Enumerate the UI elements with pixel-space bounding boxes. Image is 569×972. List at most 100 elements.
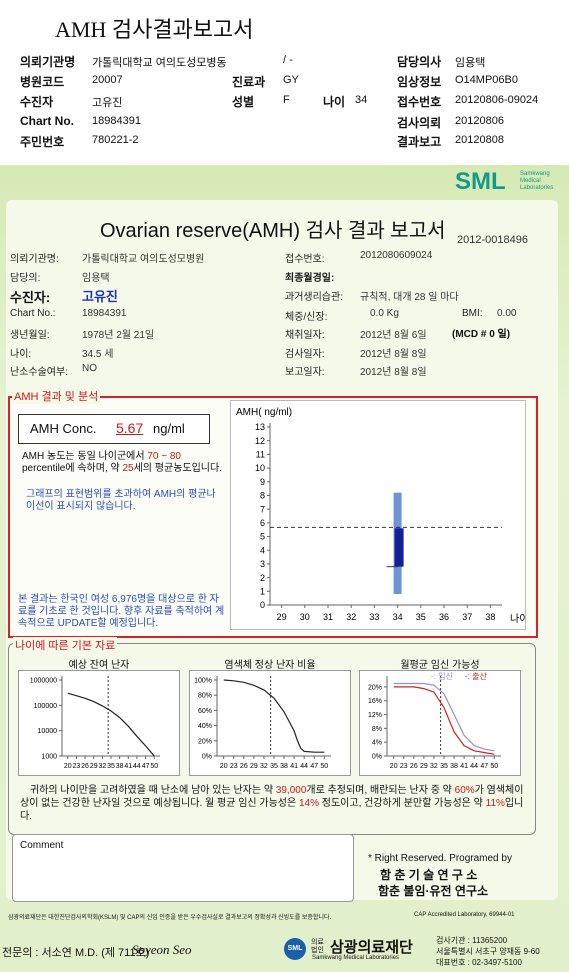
text: 11% [485,798,505,809]
y-tick-label: 20% [368,684,382,691]
info-label: 접수번호: [285,254,325,265]
info-value: 임용택 [82,273,110,284]
field-label: 병원코드 [20,75,65,89]
y-tick-label: 60% [198,708,212,715]
info-label: 과거생리습관: [285,292,343,303]
x-tick-label: 41 [124,763,132,770]
y-tick-label: 4% [372,740,382,747]
credit: * Right Reserved. Programed by [368,853,512,864]
y-tick-label: 9 [260,477,265,487]
x-tick-label: 23 [230,763,238,770]
x-tick-label: 32 [430,763,438,770]
series-line [67,692,155,757]
x-tick-label: 38 [485,612,495,622]
text: 가 염색체이상이 없는 건강한 난자일 것으로 예상됩니다. 월 평균 임신 가… [20,785,524,809]
x-tick-label: 38 [450,763,458,770]
contact: 검사기관 : 11365200 서울특별시 서초구 양재동 9-60 대표번호 : … [436,935,540,968]
x-tick-label: 29 [90,763,98,770]
x-tick-label: 29 [420,763,428,770]
cap: CAP Accredited Laboratory, 69944-01 [414,912,515,918]
y-axis-label: AMH( ng/ml) [236,407,292,418]
info-label: 검사일자: [285,349,325,360]
y-tick-label: 0% [202,753,212,760]
line-chart: 0% 20% 40% 60% 80% 100% 20 23 26 29 32 35 38 41 44 47 50 [189,670,351,776]
field-label: 결과보고 [397,135,442,149]
text: 39,000 [275,785,307,796]
contact-line: 서울특별시 서초구 양재동 9-60 [436,947,540,956]
x-tick-label: 36 [439,612,449,622]
x-tick-label: 32 [260,763,268,770]
x-tick-label: 32 [98,763,106,770]
x-tick-label: 50 [490,763,498,770]
x-tick-label: 30 [300,612,310,622]
x-tick-label: 41 [460,763,468,770]
certification: 삼광의료재단은 대한진단검사의학회(KSLM) 및 CAP의 신임 인증을 받은… [8,915,332,921]
info-value: 규칙적, 대개 28 일 마다 [360,292,459,303]
info-value: NO [82,363,97,374]
text: 입니다. [20,798,524,822]
y-tick-label: 100% [194,677,212,684]
x-tick-label: 23 [400,763,408,770]
chart-frame [359,670,521,776]
x-tick-label: 44 [300,763,308,770]
analysis-note: 그래프의 표현범위를 초과하여 AMH의 평균나이선이 표시되지 않습니다. [26,489,216,512]
x-tick-label: 26 [410,763,418,770]
y-tick-label: 5 [260,532,265,542]
info-label: Chart No.: [10,308,56,319]
field-label: 수진자 [20,95,54,109]
field-value: 780221-2 [92,134,139,146]
field-label: 의뢰기관명 [20,55,76,69]
line-chart: 1000 10000 100000 1000000 20 23 26 29 32 35 38 41 44… [18,670,180,776]
y-tick-label: 100000 [34,703,57,710]
info-value: 18984391 [82,308,127,319]
credit: 함 춘 기 술 연 구 소 [380,868,478,882]
text: 25 [122,463,134,474]
field-label: 검사의뢰 [397,116,442,130]
logo-text: Samkwang Medical Laboratories [520,171,553,192]
x-tick-label: 47 [480,763,488,770]
info-value: 2012080609024 [360,250,433,261]
x-tick-label: 29 [250,763,258,770]
x-axis-label: 나이 [510,613,526,625]
legend-entry: -: 임신 [431,672,453,681]
chart-title: 염색체 정상 난자 비율 [224,660,316,671]
field-value: / - [283,54,293,66]
field-value: 20120808 [455,134,504,146]
field-label: 임상정보 [397,75,442,89]
comment-box [12,834,354,902]
contact-line: 검사기관 : 11365200 [436,936,508,945]
field-value: O14MP06B0 [455,74,518,86]
field-value: 20120806 [455,115,504,127]
info-value: 2012년 8월 8일 [360,367,427,378]
report-title: Ovarian reserve(AMH) 검사 결과 보고서 [100,220,446,242]
y-tick-label: 8% [372,726,382,733]
x-tick-label: 38 [280,763,288,770]
info-value: 34.5 세 [82,349,114,360]
y-tick-label: 0% [372,753,382,760]
y-tick-label: 7 [260,504,265,514]
x-tick-label: 47 [142,763,150,770]
series-line [223,679,325,753]
text: 개로 추정되며, 배란되는 난자 중 약 [306,785,455,796]
foundation-english: Samkwang Medical Laboratories [312,955,400,961]
field-label: 주민번호 [20,135,65,149]
y-tick-label: 11 [256,450,265,460]
conc-box [18,414,210,444]
field-label: 접수번호 [397,95,442,109]
x-tick-label: 50 [320,763,328,770]
field-value: 고유진 [92,97,123,109]
field-label: 담당의사 [397,55,442,69]
text: AMH 농도는 동일 나이군에서 [22,451,148,462]
section-heading: AMH 결과 및 분석 [12,388,101,404]
text: 14% [298,798,319,809]
x-tick-label: 35 [270,763,278,770]
field-label: 나이 [323,95,346,109]
y-tick-label: 1000000 [30,677,57,684]
field-value: 20120806-09024 [455,94,539,106]
x-tick-label: 20 [390,763,398,770]
x-tick-label: 44 [470,763,478,770]
x-tick-label: 35 [440,763,448,770]
conclusion: 귀하의 나이만을 고려하였을 때 난소에 남아 있는 난자는 약 39,000개… [20,784,528,823]
header-title: AMH 검사결과보고서 [55,17,254,42]
